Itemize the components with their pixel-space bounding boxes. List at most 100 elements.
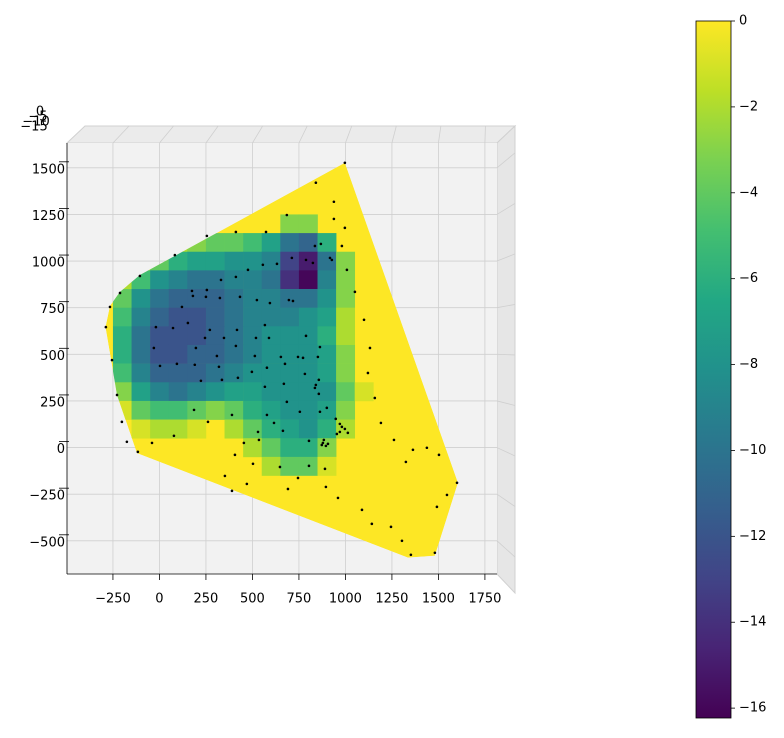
surface-cell: [168, 400, 188, 420]
scatter-point: [154, 325, 158, 329]
scatter-point: [303, 372, 307, 376]
scatter-point: [194, 346, 198, 350]
scatter-point: [263, 323, 267, 327]
surface-cell: [224, 270, 244, 290]
scatter-point: [272, 421, 276, 425]
scatter-point: [238, 295, 242, 299]
scatter-point: [193, 363, 197, 367]
scatter-point: [150, 441, 154, 445]
scatter-point: [268, 301, 272, 305]
surface-cell: [131, 344, 151, 364]
scatter-point: [283, 362, 287, 366]
surface-cell: [261, 363, 281, 383]
scatter-point: [324, 485, 328, 489]
surface-cell: [205, 326, 225, 346]
surface-cell: [317, 270, 337, 290]
surface-cell: [205, 307, 225, 327]
scatter-point: [281, 429, 285, 433]
scatter-point: [301, 356, 305, 360]
surface-cell: [280, 233, 300, 253]
colorbar-tick-label: −10: [739, 443, 766, 458]
surface-cell: [261, 400, 281, 420]
scatter-point: [370, 522, 374, 526]
scatter-point: [175, 362, 179, 366]
grid-line: [496, 400, 516, 406]
scatter-point: [275, 262, 279, 266]
z-tick-label: −10: [22, 115, 49, 130]
scatter-point: [328, 256, 332, 260]
surface-cell: [280, 438, 300, 458]
scatter-point: [360, 508, 364, 512]
scatter-point: [345, 268, 349, 272]
surface-cell: [261, 233, 281, 253]
scatter-point: [318, 345, 322, 349]
scatter-point: [324, 444, 328, 448]
surface-cell: [298, 344, 318, 364]
surface-cell: [168, 344, 188, 364]
surface-cell: [112, 382, 132, 402]
surface-cell: [150, 307, 170, 327]
axes: −250 0 250 500 750 1000 1250 1500 1750−500−25002…: [20, 14, 766, 716]
scatter-point: [245, 482, 249, 486]
scatter-point: [433, 551, 437, 555]
surface-cell: [280, 382, 300, 402]
surface-cell: [261, 270, 281, 290]
scatter-point: [265, 366, 269, 370]
scatter-point: [346, 431, 350, 435]
surface-cell: [298, 419, 318, 439]
surface-cell: [205, 251, 225, 271]
scatter-point: [404, 460, 408, 464]
y-tick-label: 1000: [32, 256, 65, 271]
scatter-point: [234, 230, 238, 234]
surface-cell: [317, 419, 337, 439]
scatter-point: [222, 336, 226, 340]
scatter-point: [304, 334, 308, 338]
scatter-point: [286, 487, 290, 491]
surface-cell: [261, 326, 281, 346]
surface-cell: [243, 326, 263, 346]
surface-cell: [261, 307, 281, 327]
surface-cell: [224, 400, 244, 420]
surface-cell: [261, 344, 281, 364]
scatter-point: [340, 425, 344, 429]
surface-cell: [168, 419, 188, 439]
scatter-point: [279, 355, 283, 359]
colorbar-tick-label: −12: [739, 529, 766, 544]
surface-cell: [187, 363, 207, 383]
colorbar-tick-label: −2: [739, 99, 758, 114]
surface-cell: [224, 344, 244, 364]
scatter-point: [368, 346, 372, 350]
scatter-point: [409, 553, 413, 557]
scatter-point: [263, 385, 267, 389]
scatter-point: [219, 278, 223, 282]
scatter-point: [180, 305, 184, 309]
scatter-point: [125, 440, 129, 444]
scatter-point: [338, 430, 342, 434]
x-tick-label: 1000: [329, 592, 362, 607]
scatter-point: [307, 439, 311, 443]
surface-cell: [298, 382, 318, 402]
y-tick-label: 500: [40, 349, 65, 364]
surface-cell: [150, 289, 170, 308]
scatter-point: [264, 230, 268, 234]
surface-cell: [336, 270, 356, 290]
scatter-point: [307, 464, 311, 468]
surface-cell: [112, 326, 132, 346]
scatter-point: [136, 450, 140, 454]
surface-cell: [298, 251, 318, 271]
surface-cell: [336, 326, 356, 346]
scatter-point: [278, 465, 282, 469]
surface-cell: [224, 251, 244, 271]
scatter-point: [217, 365, 221, 369]
surface: [105, 162, 458, 558]
surface-cell: [280, 419, 300, 439]
y-tick-label: 1500: [32, 162, 65, 177]
scatter-point: [343, 226, 347, 230]
surface-cell: [317, 326, 337, 346]
scatter-point: [265, 413, 269, 417]
grid-line: [391, 125, 397, 144]
surface-cell: [168, 270, 188, 290]
scatter-point: [191, 294, 195, 298]
grid-line: [112, 125, 130, 144]
colorbar-tick-label: 0: [739, 14, 747, 29]
